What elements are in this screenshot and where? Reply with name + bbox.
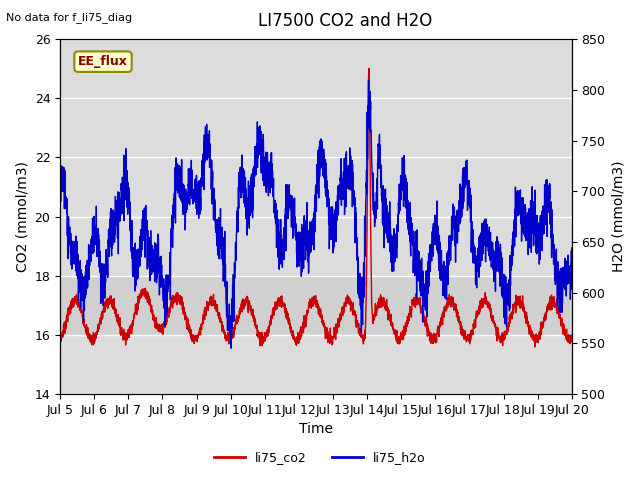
- li75_h2o: [568, 245, 575, 251]
- li75_co2: [252, 324, 260, 329]
- Y-axis label: CO2 (mmol/m3): CO2 (mmol/m3): [15, 161, 29, 272]
- li75_h2o: [145, 258, 153, 264]
- Legend: li75_co2, li75_h2o: li75_co2, li75_h2o: [209, 446, 431, 469]
- li75_h2o: [56, 166, 64, 171]
- Line: li75_h2o: li75_h2o: [60, 80, 572, 348]
- li75_co2: [558, 319, 566, 325]
- li75_co2: [56, 330, 64, 336]
- Text: EE_flux: EE_flux: [78, 55, 128, 68]
- li75_co2: [145, 301, 153, 307]
- Bar: [60, 276, 572, 335]
- li75_co2: [365, 65, 372, 71]
- li75_h2o: [253, 163, 260, 168]
- li75_h2o: [115, 218, 122, 224]
- Y-axis label: H2O (mmol/m3): H2O (mmol/m3): [611, 161, 625, 272]
- li75_co2: [503, 324, 511, 330]
- li75_co2: [568, 335, 575, 340]
- li75_h2o: [275, 216, 282, 222]
- Line: li75_co2: li75_co2: [60, 68, 572, 347]
- li75_co2: [531, 344, 539, 350]
- li75_co2: [115, 323, 122, 328]
- li75_h2o: [503, 281, 511, 287]
- Text: LI7500 CO2 and H2O: LI7500 CO2 and H2O: [259, 12, 433, 30]
- li75_h2o: [365, 77, 372, 83]
- li75_co2: [275, 295, 282, 300]
- li75_h2o: [558, 310, 566, 315]
- Text: No data for f_li75_diag: No data for f_li75_diag: [6, 12, 132, 23]
- li75_h2o: [227, 345, 235, 351]
- X-axis label: Time: Time: [299, 422, 333, 436]
